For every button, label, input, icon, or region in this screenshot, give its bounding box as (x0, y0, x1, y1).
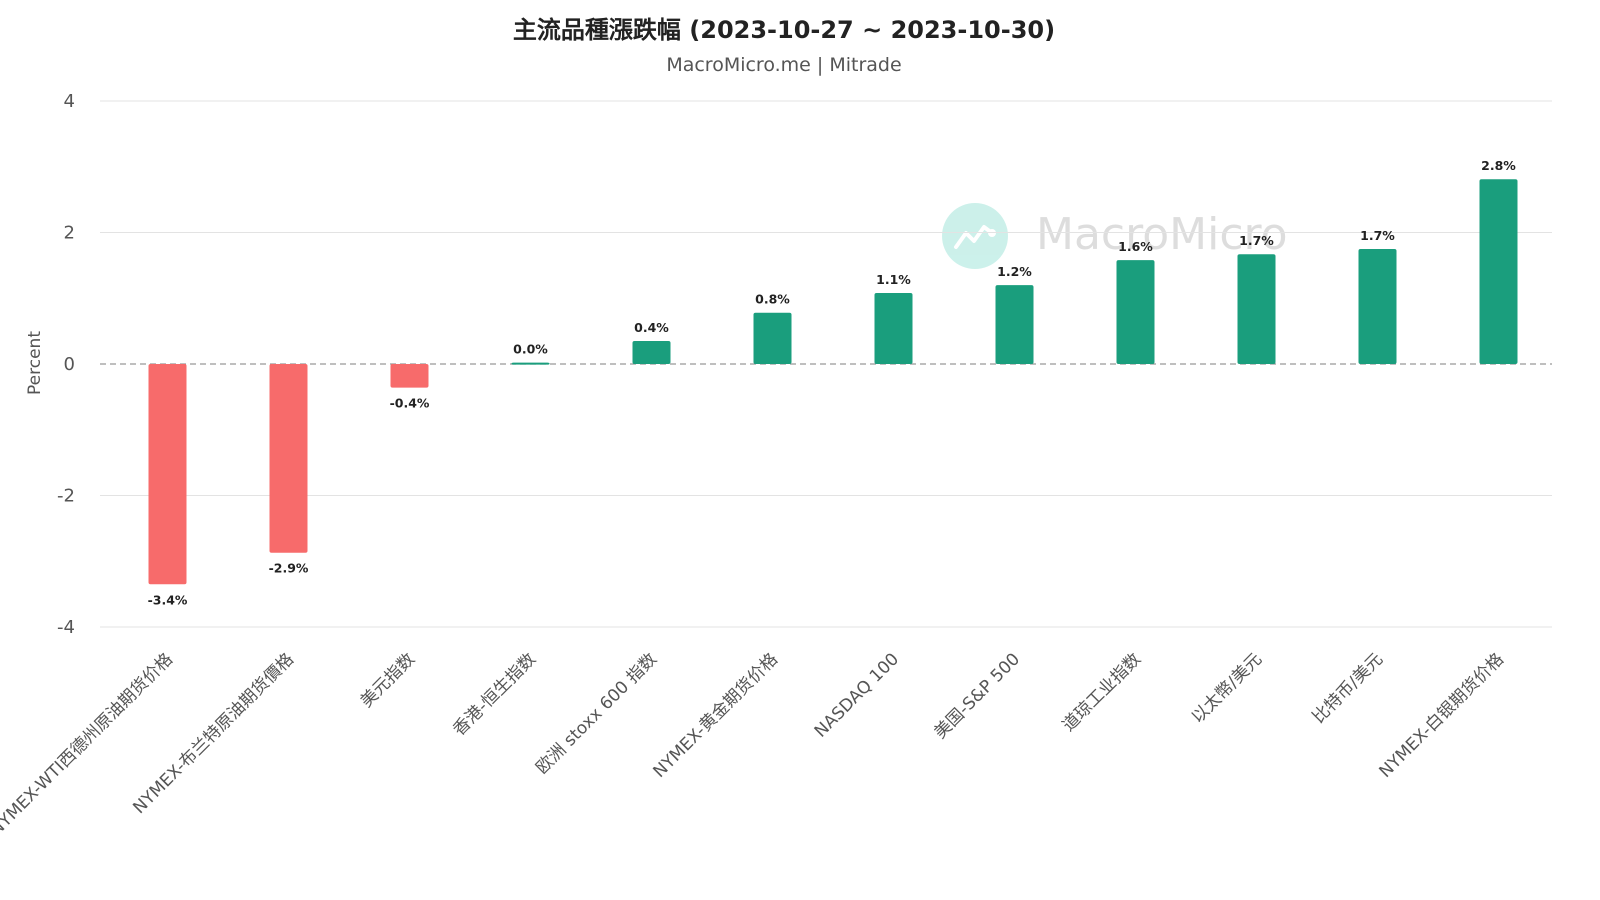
watermark: MacroMicro (942, 203, 1342, 273)
bar (753, 312, 792, 364)
watermark-text: MacroMicro (1036, 209, 1288, 260)
y-tick-label: -4 (57, 617, 75, 638)
data-label: -0.4% (390, 396, 430, 411)
data-label-layer: -3.4% -2.9% -0.4% 0.0% 0.4% 0.8% 1.1% 1.2% 1.6% 1… (148, 158, 1517, 607)
data-label: -3.4% (148, 592, 188, 607)
grid-layer (100, 100, 1552, 628)
data-label: 0.8% (755, 292, 790, 307)
x-tick-label: 香港-恒生指数 (449, 649, 540, 740)
x-tick-label: 比特币/美元 (1309, 649, 1387, 727)
bar (1237, 254, 1276, 364)
bar (390, 364, 429, 388)
data-label: 0.4% (634, 320, 669, 335)
x-tick-label: NASDAQ 100 (811, 649, 903, 741)
data-label: 1.1% (876, 272, 911, 287)
y-axis-label: Percent (25, 331, 45, 395)
bar (1479, 179, 1518, 364)
axis-layer: 420-2-4NYMEX-WTI西德州原油期货价格NYMEX-布兰特原油期货價格… (0, 91, 1508, 840)
x-tick-label: NYMEX-黄金期货价格 (649, 649, 782, 782)
bar (995, 285, 1034, 364)
data-label: -2.9% (269, 561, 309, 576)
x-tick-label: 道琼工业指数 (1059, 649, 1145, 735)
bar (1358, 248, 1397, 364)
y-tick-label: 4 (64, 91, 75, 112)
chart-title: 主流品種漲跌幅 (2023-10-27 ~ 2023-10-30) (512, 16, 1056, 44)
bar (874, 292, 913, 364)
x-tick-label: 欧洲 stoxx 600 指数 (532, 649, 661, 778)
data-label: 1.7% (1360, 228, 1395, 243)
bar (269, 364, 308, 553)
bar (148, 364, 187, 585)
bar (632, 340, 671, 364)
x-tick-label: 美元指数 (357, 649, 419, 711)
y-tick-label: -2 (57, 486, 75, 507)
data-label: 1.2% (997, 264, 1032, 279)
data-label: 1.6% (1118, 239, 1153, 254)
x-tick-label: 以太幣/美元 (1188, 649, 1266, 727)
bar (1116, 260, 1155, 364)
data-label: 0.0% (513, 342, 548, 357)
data-label: 1.7% (1239, 233, 1274, 248)
x-tick-label: NYMEX-WTI西德州原油期货价格 (0, 649, 177, 840)
x-tick-label: NYMEX-白银期货价格 (1375, 649, 1508, 782)
x-tick-label: 美国-S&P 500 (930, 649, 1024, 743)
y-tick-label: 2 (64, 223, 75, 244)
bar (511, 362, 550, 365)
chart-subtitle: MacroMicro.me | Mitrade (666, 54, 902, 76)
bar-layer (148, 179, 1518, 585)
y-tick-label: 0 (64, 354, 75, 375)
macromicro-logo-icon (942, 203, 1008, 269)
data-label: 2.8% (1481, 158, 1516, 173)
